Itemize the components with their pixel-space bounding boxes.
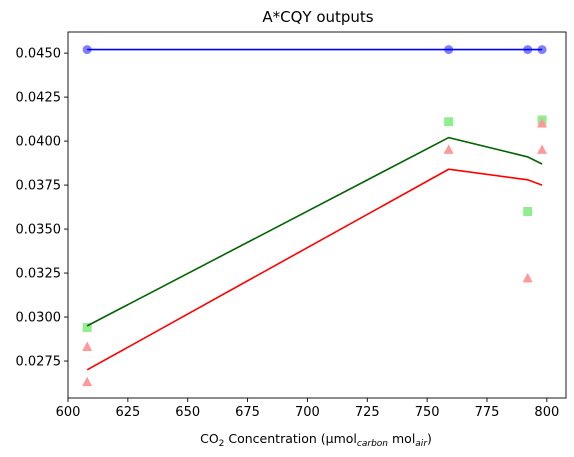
series-line-2	[86, 168, 543, 371]
chart-title: A*CQY outputs	[262, 8, 373, 26]
x-tick-label-3: 675	[235, 405, 260, 420]
y-tick-label-0: 0.0275	[16, 355, 62, 370]
triangle-marker-5	[537, 144, 548, 154]
square-marker-0	[82, 323, 92, 333]
x-tick-label-7: 775	[475, 405, 500, 420]
y-tick-label-1: 0.0300	[16, 311, 62, 326]
square-marker-2	[523, 206, 533, 216]
x-label-middle2: mol	[388, 431, 415, 446]
plot-layer	[82, 45, 548, 387]
y-tick-label-2: 0.0325	[16, 267, 62, 282]
x-label-prefix: CO	[200, 431, 219, 446]
triangle-marker-1	[82, 376, 93, 387]
y-tick-label-3: 0.0350	[16, 223, 62, 238]
triangle-marker-0	[82, 341, 93, 351]
axis-layer: 600 625 650 675 700 725 750 775 800 0.0275 0.0300 0…	[16, 31, 567, 420]
x-label-sub-carbon: carbon	[357, 439, 388, 449]
triangle-marker-2	[443, 144, 454, 154]
x-tick-label-1: 625	[115, 405, 140, 420]
series-line-1	[86, 136, 543, 327]
x-tick-label-5: 725	[355, 405, 380, 420]
x-label-sub-2: 2	[219, 439, 225, 449]
plot-frame	[67, 31, 567, 399]
x-tick-label-2: 650	[175, 405, 200, 420]
y-tick-label-6: 0.0425	[16, 91, 62, 106]
square-marker-1	[444, 117, 454, 127]
x-tick-label-8: 800	[534, 405, 559, 420]
x-label-middle: Concentration (μmol	[224, 431, 357, 446]
x-label-sub-air: air	[415, 439, 428, 449]
x-label-suffix: )	[427, 431, 432, 446]
triangle-marker-3	[522, 272, 533, 283]
y-tick-label-7: 0.0450	[16, 47, 62, 62]
x-tick-label-6: 750	[415, 405, 440, 420]
x-tick-label-0: 600	[56, 405, 81, 420]
x-axis-label: CO2 Concentration (μmolcarbon molair)	[200, 431, 432, 449]
x-tick-label-4: 700	[295, 405, 320, 420]
y-tick-label-4: 0.0375	[16, 179, 62, 194]
y-tick-label-5: 0.0400	[16, 135, 62, 150]
triangle-marker-4	[537, 118, 548, 128]
